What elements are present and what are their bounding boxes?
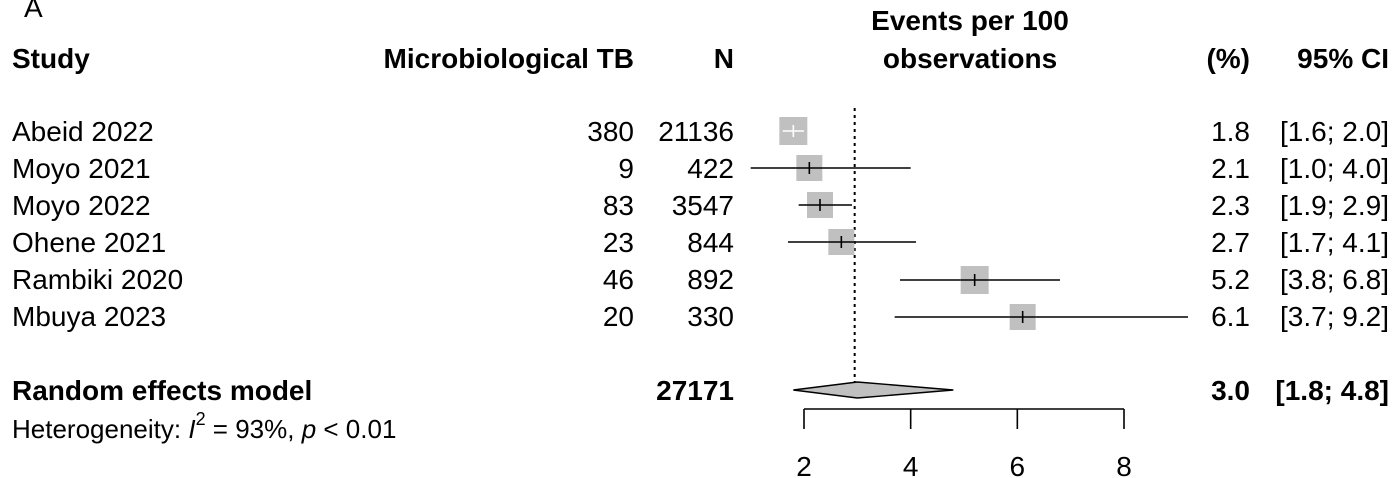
header-weight: (%)	[1206, 43, 1250, 74]
header-study: Study	[12, 43, 90, 74]
study-estimate: 2.3	[1211, 190, 1250, 221]
i-squared-exponent: 2	[195, 409, 206, 429]
study-n: 3547	[671, 190, 734, 221]
p-letter: p	[301, 414, 317, 444]
header-effect-line2: observations	[882, 43, 1058, 74]
study-ci: [3.8; 6.8]	[1280, 264, 1389, 295]
study-events: 20	[602, 301, 634, 332]
study-ci: [1.9; 2.9]	[1280, 190, 1389, 221]
study-n: 330	[687, 301, 734, 332]
header-ci: 95% CI	[1297, 43, 1389, 74]
x-tick-label: 8	[1116, 451, 1132, 478]
study-name: Abeid 2022	[12, 116, 154, 147]
heterogeneity-text: Heterogeneity: I2 = 93%, p < 0.01	[12, 410, 397, 444]
study-estimate: 2.7	[1211, 227, 1250, 258]
study-name: Ohene 2021	[12, 227, 167, 258]
study-name: Moyo 2022	[12, 190, 151, 221]
study-estimate: 6.1	[1211, 301, 1250, 332]
study-events: 9	[618, 153, 634, 184]
study-events: 380	[587, 116, 634, 147]
header-events: Microbiological TB	[383, 43, 634, 74]
study-estimate: 1.8	[1211, 116, 1250, 147]
summary-ci: [1.8; 4.8]	[1275, 375, 1389, 406]
summary-estimate: 3.0	[1211, 375, 1250, 406]
i-squared-letter: I	[188, 414, 196, 444]
study-n: 422	[687, 153, 734, 184]
summary-diamond	[793, 381, 954, 399]
study-ci: [3.7; 9.2]	[1280, 301, 1389, 332]
summary-n: 27171	[656, 375, 734, 406]
study-name: Rambiki 2020	[12, 264, 184, 295]
header-n: N	[713, 43, 734, 74]
study-events: 83	[602, 190, 634, 221]
x-tick-label: 4	[903, 451, 919, 478]
x-tick-label: 2	[796, 451, 812, 478]
study-n: 844	[687, 227, 734, 258]
study-ci: [1.6; 2.0]	[1280, 116, 1389, 147]
study-ci: [1.7; 4.1]	[1280, 227, 1389, 258]
study-n: 892	[687, 264, 734, 295]
header-effect-line1: Events per 100	[871, 5, 1069, 36]
study-name: Mbuya 2023	[12, 301, 167, 332]
study-events: 23	[602, 227, 634, 258]
x-tick-label: 6	[1010, 451, 1026, 478]
study-n: 21136	[658, 116, 734, 147]
study-ci: [1.0; 4.0]	[1280, 153, 1389, 184]
study-estimate: 5.2	[1211, 264, 1250, 295]
study-name: Moyo 2021	[12, 153, 151, 184]
panel-label: A	[24, 0, 43, 23]
heterogeneity-prefix: Heterogeneity:	[12, 414, 189, 444]
study-estimate: 2.1	[1211, 153, 1250, 184]
summary-label: Random effects model	[12, 375, 313, 406]
p-value: < 0.01	[316, 414, 397, 444]
i-squared-value: = 93%,	[205, 414, 302, 444]
study-events: 46	[602, 264, 634, 295]
